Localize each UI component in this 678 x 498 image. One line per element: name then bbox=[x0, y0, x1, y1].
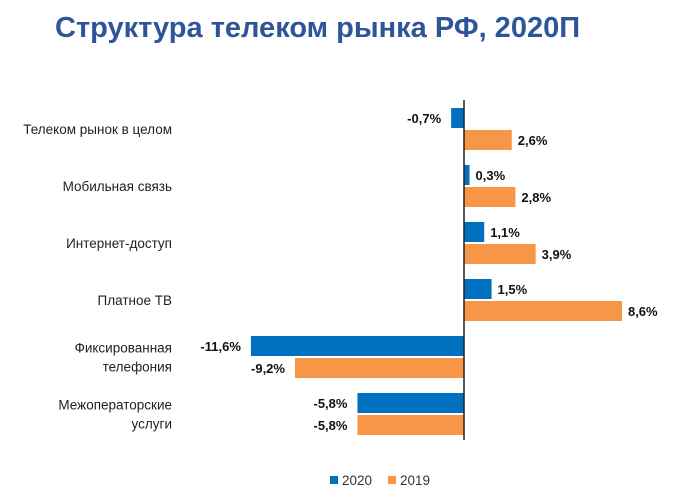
bar-2020 bbox=[464, 165, 470, 185]
legend-swatch-2020 bbox=[330, 476, 338, 484]
bar-2020 bbox=[357, 393, 464, 413]
bar-2020 bbox=[451, 108, 464, 128]
data-label-2020: -5,8% bbox=[313, 396, 347, 411]
data-label-2020: -11,6% bbox=[200, 339, 241, 354]
chart-title: Структура телеком рынка РФ, 2020П bbox=[55, 12, 581, 44]
data-label-2019: -5,8% bbox=[313, 418, 347, 433]
category-label: телефония bbox=[103, 360, 172, 375]
legend-label-2020: 2020 bbox=[342, 473, 372, 488]
legend-label-2019: 2019 bbox=[400, 473, 430, 488]
bar-2019 bbox=[464, 244, 536, 264]
data-label-2020: 1,1% bbox=[490, 225, 520, 240]
legend-swatch-2019 bbox=[388, 476, 396, 484]
data-label-2020: -0,7% bbox=[407, 111, 441, 126]
data-label-2019: 2,6% bbox=[518, 133, 548, 148]
bar-2020 bbox=[250, 336, 464, 356]
bar-2019 bbox=[294, 358, 464, 378]
data-label-2020: 0,3% bbox=[476, 168, 506, 183]
category-label: услуги bbox=[132, 417, 172, 432]
data-label-2019: 8,6% bbox=[628, 304, 658, 319]
bar-2019 bbox=[464, 187, 516, 207]
category-label: Телеком рынок в целом bbox=[23, 122, 172, 137]
data-label-2019: 2,8% bbox=[521, 190, 551, 205]
data-label-2019: 3,9% bbox=[542, 247, 572, 262]
category-label: Фиксированная bbox=[75, 341, 172, 356]
bar-2020 bbox=[464, 222, 485, 242]
category-label: Платное ТВ bbox=[98, 293, 172, 308]
category-label: Мобильная связь bbox=[63, 179, 172, 194]
bar-2019 bbox=[357, 415, 464, 435]
category-label: Интернет-доступ bbox=[66, 236, 172, 251]
bar-2019 bbox=[464, 130, 512, 150]
data-label-2019: -9,2% bbox=[251, 361, 285, 376]
data-label-2020: 1,5% bbox=[498, 282, 528, 297]
bar-2019 bbox=[464, 301, 622, 321]
bar-2020 bbox=[464, 279, 492, 299]
category-label: Межоператорские bbox=[58, 398, 172, 413]
